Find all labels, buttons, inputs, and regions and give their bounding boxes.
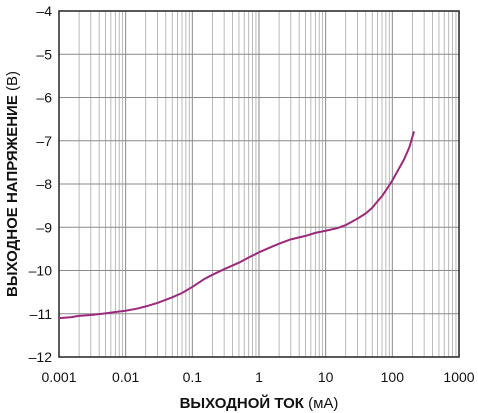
x-tick-label: 100 [381, 369, 405, 385]
x-axis-title-unit: (мА) [308, 395, 338, 412]
y-axis-title: ВЫХОДНОЕ НАПРЯЖЕНИЕ (В) [4, 71, 21, 297]
y-tick-label: –5 [36, 46, 52, 62]
y-axis-title-main: ВЫХОДНОЕ НАПРЯЖЕНИЕ [4, 95, 21, 297]
x-tick-label: 1000 [443, 369, 474, 385]
series-line [58, 131, 415, 320]
x-tick-labels: 0.001 0.01 0.1 1 10 100 1000 [41, 369, 474, 385]
y-tick-label: –12 [29, 349, 53, 365]
grid [58, 10, 460, 358]
y-tick-label: –6 [36, 90, 52, 106]
y-tick-label: –7 [36, 133, 52, 149]
y-tick-label: –10 [29, 263, 53, 279]
y-tick-label: –8 [36, 176, 52, 192]
x-tick-label: 0.1 [183, 369, 203, 385]
x-axis-title: ВЫХОДНОЙ ТОК (мА) [180, 394, 339, 412]
plot-frame [58, 10, 460, 358]
x-tick-label: 10 [318, 369, 334, 385]
y-tick-label: –4 [36, 3, 52, 19]
series-layer [58, 131, 415, 320]
y-axis-title-unit: (В) [4, 71, 21, 91]
x-tick-label: 0.001 [41, 369, 76, 385]
y-tick-labels: –4 –5 –6 –7 –8 –9 –10 –11 –12 [29, 3, 53, 365]
y-tick-label: –11 [30, 306, 53, 322]
x-axis-title-main: ВЫХОДНОЙ ТОК [180, 394, 305, 412]
x-tick-label: 1 [255, 369, 263, 385]
y-tick-label: –9 [36, 219, 52, 235]
x-tick-label: 0.01 [112, 369, 139, 385]
